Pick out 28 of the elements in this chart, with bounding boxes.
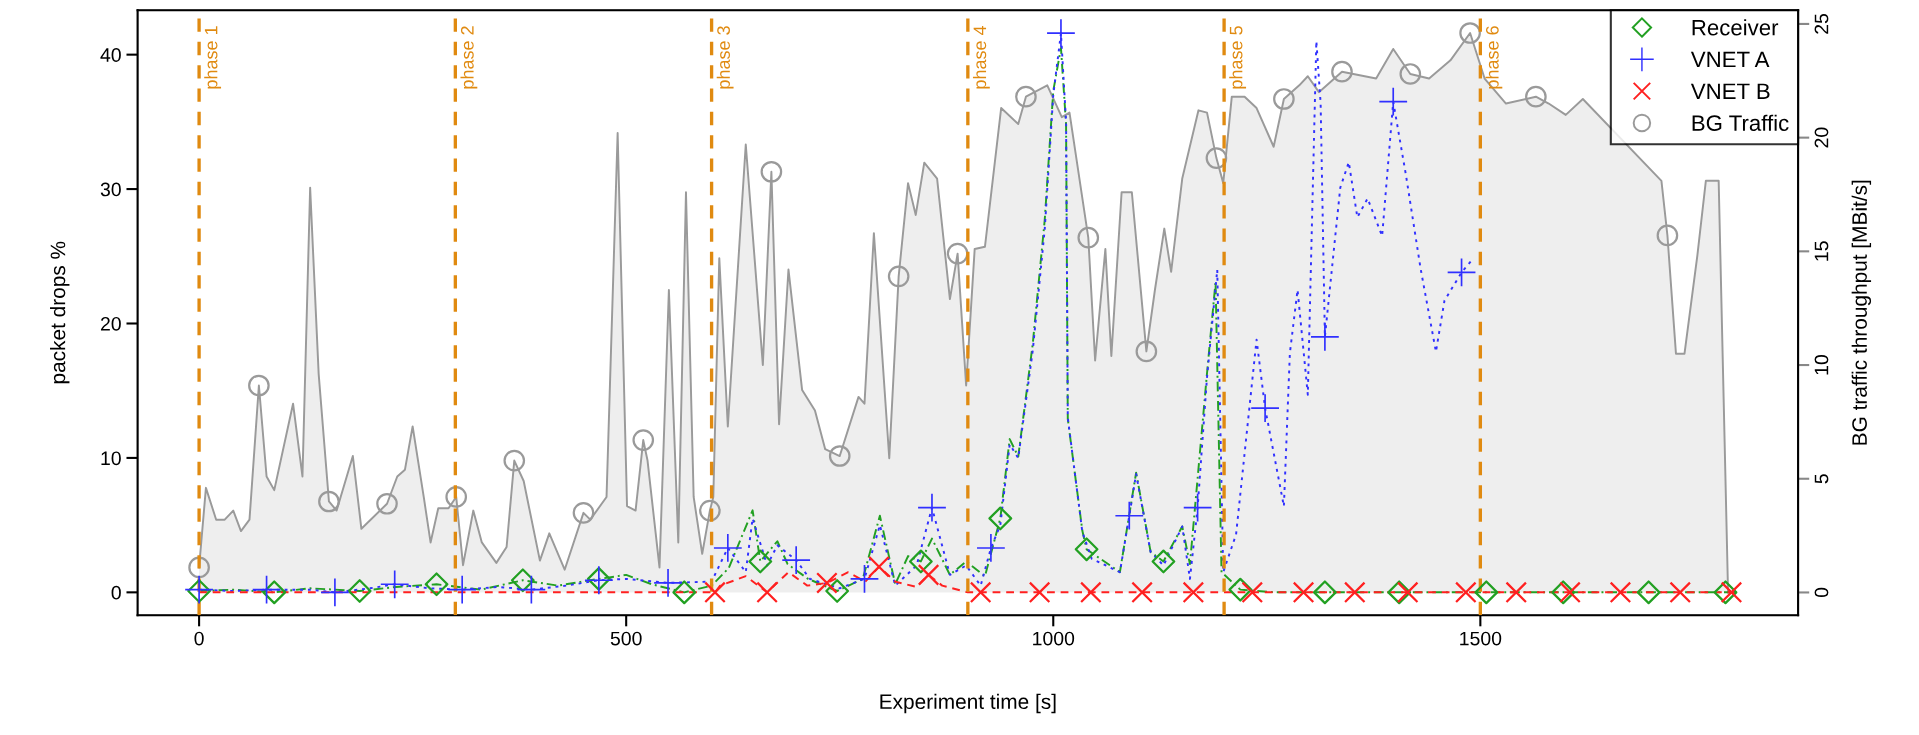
y2-tick-label: 15 (1814, 241, 1829, 261)
ref-line-label: phase 3 (716, 26, 734, 89)
x-tick-label: 1500 (1460, 631, 1502, 646)
ref-line-label: phase 5 (1229, 26, 1247, 89)
y-tick-label: 20 (100, 316, 121, 331)
y2-tick-label: 25 (1814, 13, 1829, 34)
y-tick-label: 30 (100, 182, 121, 197)
x-tick-label: 500 (610, 631, 642, 646)
y-axis-title: packet drops % (50, 241, 70, 384)
ref-line-label: phase 1 (204, 26, 222, 89)
y2-tick-label: 10 (1814, 354, 1829, 375)
y2-tick-label: 5 (1814, 474, 1829, 484)
ref-line-label: phase 4 (972, 25, 990, 89)
y2-tick-label: 20 (1814, 127, 1829, 148)
y-tick-label: 0 (111, 585, 121, 600)
y2-tick-label: 0 (1814, 587, 1829, 598)
x-axis-title: Experiment time [s] (880, 693, 1056, 714)
legend-label: BG Traffic (1692, 114, 1789, 131)
y-tick-label: 10 (101, 451, 121, 466)
x-tick-label: 1000 (1033, 631, 1075, 646)
ref-line-label: phase 6 (1485, 26, 1503, 89)
legend-label: VNET B (1690, 83, 1770, 99)
legend-label: Receiver (1692, 19, 1779, 36)
legend-label: VNET A (1690, 51, 1770, 68)
y2-axis-title: BG traffic throughput [MBit/s] (1851, 180, 1872, 445)
x-tick-label: 0 (194, 631, 204, 646)
ref-line-label: phase 2 (460, 26, 478, 89)
y-tick-label: 40 (100, 48, 121, 62)
